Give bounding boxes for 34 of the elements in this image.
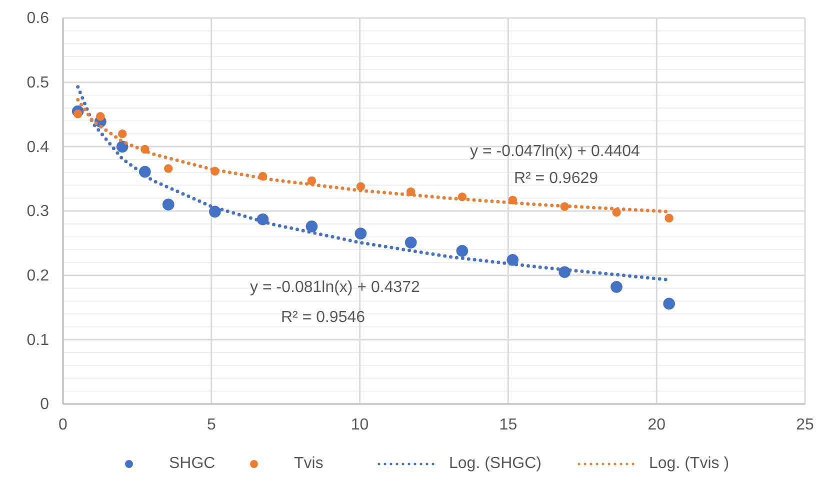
point <box>610 281 622 293</box>
point <box>664 214 674 222</box>
x-tick-label: 15 <box>499 416 518 434</box>
point <box>354 228 367 240</box>
point <box>209 206 221 218</box>
y-tick-label: 0.1 <box>26 332 50 349</box>
y-tick-label: 0.2 <box>26 267 50 284</box>
point <box>306 220 318 232</box>
x-tick-label: 25 <box>796 416 814 434</box>
point <box>456 244 468 257</box>
y-tick-label: 0.3 <box>26 203 50 220</box>
point <box>118 129 127 138</box>
annotation: y = -0.047ln(x) + 0.4404 <box>470 143 640 160</box>
x-tick-label: 5 <box>206 416 216 434</box>
point <box>404 236 417 248</box>
x-tick-label: 20 <box>648 416 666 434</box>
point <box>162 198 174 210</box>
annotation: y = -0.081ln(x) + 0.4372 <box>250 279 420 296</box>
legend-label: Tvis <box>294 455 324 472</box>
y-tick-label: 0.6 <box>26 10 50 28</box>
x-tick-label: 10 <box>350 416 369 434</box>
point <box>663 298 675 310</box>
y-tick-label: 0.5 <box>26 74 50 92</box>
point <box>96 112 105 121</box>
annotation: R² = 0.9546 <box>280 309 366 326</box>
point <box>164 164 173 173</box>
y-tick-label: 0 <box>40 396 50 414</box>
y-tick-label: 0.4 <box>26 138 50 156</box>
legend-label: Log. (Tvis ) <box>649 455 730 472</box>
legend-label: Log. (SHGC) <box>449 455 542 472</box>
point <box>73 109 82 118</box>
legend-label: SHGC <box>169 455 216 472</box>
annotation: R² = 0.9629 <box>514 170 598 188</box>
x-tick-label: 0 <box>58 416 68 434</box>
